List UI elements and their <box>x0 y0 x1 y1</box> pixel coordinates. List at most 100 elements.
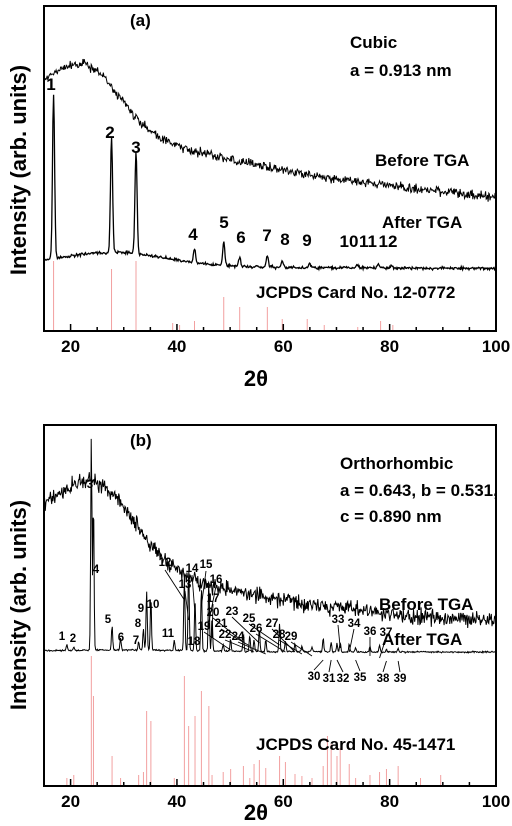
panel-b-before-label: Before TGA <box>379 595 473 614</box>
peak-label-10: 10 <box>340 232 359 251</box>
peak-label-39: 39 <box>394 673 407 685</box>
panel-b-after-tga-trace <box>43 438 496 654</box>
peak-arrow-16 <box>208 585 217 623</box>
peak-label-9: 9 <box>302 231 311 250</box>
panel-b-after-label: After TGA <box>382 630 462 649</box>
peak-label-3: 3 <box>87 479 93 491</box>
peak-label-35: 35 <box>354 672 367 684</box>
x-tick-label: 40 <box>167 792 186 811</box>
panel-b-label: (b) <box>130 431 152 450</box>
peak-arrow-15 <box>200 570 207 607</box>
peak-label-8: 8 <box>280 230 289 249</box>
peak-arrow-28 <box>278 639 303 655</box>
peak-arrow-27 <box>271 628 296 653</box>
panel-a-x-ticks: 20 40 60 80 100 <box>61 324 510 356</box>
peak-label-15: 15 <box>200 559 213 571</box>
panel-a-before-tga-trace <box>43 58 497 202</box>
peak-label-31: 31 <box>323 673 336 685</box>
x-tick-label: 20 <box>61 792 80 811</box>
peak-arrow-20 <box>212 617 244 643</box>
peak-label-24: 24 <box>232 631 245 643</box>
peak-label-12: 12 <box>379 232 398 251</box>
panel-b-frame <box>43 424 497 787</box>
peak-arrow-22 <box>224 639 255 653</box>
peak-label-17: 17 <box>207 593 220 605</box>
panel-b-x-ticks: 20 40 60 80 100 <box>61 779 510 811</box>
panel-a-after-tga-trace <box>43 94 497 272</box>
peak-label-1: 1 <box>59 631 66 643</box>
peak-arrow-32 <box>336 659 344 673</box>
peak-arrow-23 <box>231 616 260 644</box>
panel-a-label: (a) <box>130 11 151 30</box>
peak-arrow-38 <box>382 660 387 673</box>
peak-label-7: 7 <box>262 226 271 245</box>
peak-label-18: 18 <box>188 636 201 648</box>
peak-label-13: 13 <box>179 579 192 591</box>
panel-a-reference-label: JCPDS Card No. 12-0772 <box>256 283 455 302</box>
panel-a-x-axis-label: 2θ <box>244 366 268 391</box>
x-tick-label: 80 <box>380 792 399 811</box>
peak-arrow-25 <box>248 623 280 646</box>
x-tick-label: 60 <box>274 337 293 356</box>
peak-label-28: 28 <box>273 629 286 641</box>
panel-b-lattice-ab: a = 0.643, b = 0.531, <box>340 481 498 500</box>
peak-arrow-13 <box>184 590 190 621</box>
peak-arrow-21 <box>220 628 251 647</box>
x-tick-label: 20 <box>61 337 80 356</box>
peak-label-19: 19 <box>198 621 211 633</box>
panel-a-y-axis-label: Intensity (arb. units) <box>6 65 31 275</box>
panel-b-x-axis-label: 2θ <box>244 800 268 825</box>
peak-arrow-30 <box>313 659 324 671</box>
peak-arrow-31 <box>328 659 332 673</box>
peak-label-2: 2 <box>105 123 114 142</box>
peak-label-14: 14 <box>186 563 199 575</box>
peak-label-33: 33 <box>332 614 345 626</box>
peak-label-6: 6 <box>236 228 245 247</box>
peak-arrow-14 <box>191 574 196 615</box>
peak-label-4: 4 <box>188 225 198 244</box>
peak-label-23: 23 <box>226 606 239 618</box>
panel-a-after-label: After TGA <box>382 213 462 232</box>
x-tick-label: 60 <box>274 792 293 811</box>
x-tick-label: 80 <box>380 337 399 356</box>
panel-b-reference-label: JCPDS Card No. 45-1471 <box>256 735 455 754</box>
peak-label-3: 3 <box>131 138 140 157</box>
peak-arrow-12 <box>164 569 185 601</box>
peak-arrow-29 <box>290 641 313 657</box>
peak-label-10: 10 <box>147 599 160 611</box>
peak-label-34: 34 <box>348 618 361 630</box>
panel-b-reference-lines <box>66 656 442 786</box>
peak-label-36: 36 <box>364 626 377 638</box>
panel-b-structure: Orthorhombic <box>340 454 453 473</box>
peak-label-1: 1 <box>46 75 55 94</box>
peak-label-11: 11 <box>359 232 377 251</box>
x-tick-label: 100 <box>482 337 510 356</box>
peak-label-2: 2 <box>70 633 76 645</box>
peak-label-26: 26 <box>250 623 263 635</box>
peak-arrow-39 <box>397 660 401 673</box>
peak-label-30: 30 <box>308 671 321 683</box>
peak-arrow-24 <box>237 641 266 655</box>
panel-b-before-tga-trace <box>43 472 497 629</box>
panel-a-structure: Cubic <box>350 33 397 52</box>
peak-arrow-34 <box>348 628 355 653</box>
peak-label-38: 38 <box>377 673 390 685</box>
x-tick-label: 100 <box>482 792 510 811</box>
peak-label-12: 12 <box>159 557 172 569</box>
panel-b-lattice-c: c = 0.890 nm <box>340 507 442 526</box>
peak-label-20: 20 <box>207 607 220 619</box>
peak-label-5: 5 <box>105 614 112 626</box>
peak-label-16: 16 <box>210 574 223 586</box>
panel-a-before-label: Before TGA <box>375 151 469 170</box>
peak-arrow-37 <box>379 637 387 659</box>
peak-arrow-26 <box>255 633 286 653</box>
peak-label-22: 22 <box>219 629 232 641</box>
peak-label-6: 6 <box>118 632 124 644</box>
peak-label-4: 4 <box>93 564 100 576</box>
peak-label-7: 7 <box>133 635 139 647</box>
peak-label-37: 37 <box>380 627 393 639</box>
